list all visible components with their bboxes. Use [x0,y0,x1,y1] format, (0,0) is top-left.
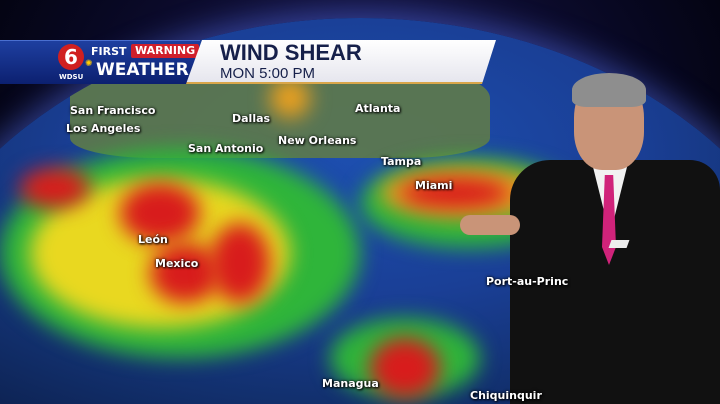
city-label: Tampa [381,155,422,168]
presenter-hand [460,215,520,235]
station-label: WDSU [59,73,84,81]
city-label: Miami [415,179,453,192]
city-label: San Antonio [188,142,264,155]
city-label: León [138,233,168,246]
first-label: FIRST [91,45,127,58]
shear-high [210,223,270,303]
segment-title: WIND SHEAR [220,40,362,65]
shear-mid [270,78,310,118]
lower-third-banner: 6 ✺ FIRST WARNING WDSU WEATHER WIND SHEA… [0,40,500,84]
nbc-peacock-icon: ✺ [85,59,93,69]
title-box: WIND SHEAR MON 5:00 PM [186,40,496,84]
city-label: Dallas [232,112,271,125]
weather-label: WEATHER [96,60,189,80]
city-label: Port-au-Princ [486,275,569,288]
city-label: Mexico [155,257,199,270]
warning-label: WARNING [131,44,200,58]
city-label: Los Angeles [66,122,141,135]
city-label: New Orleans [278,134,357,147]
presenter [460,73,720,404]
shear-high [20,168,90,208]
city-label: San Francisco [70,104,156,117]
shear-high [120,183,200,243]
channel-6-logo: 6 [58,44,84,70]
shear-high [400,178,510,208]
station-brand: 6 ✺ FIRST WARNING WDSU WEATHER [0,40,200,84]
shear-high [150,243,220,303]
city-label: Atlanta [355,102,401,115]
city-label: Managua [322,377,379,390]
shear-high [370,338,440,398]
city-label: Chiquinquir [470,389,542,402]
pocket-square [608,240,630,248]
presenter-hair [572,73,646,107]
segment-time: MON 5:00 PM [220,65,316,82]
